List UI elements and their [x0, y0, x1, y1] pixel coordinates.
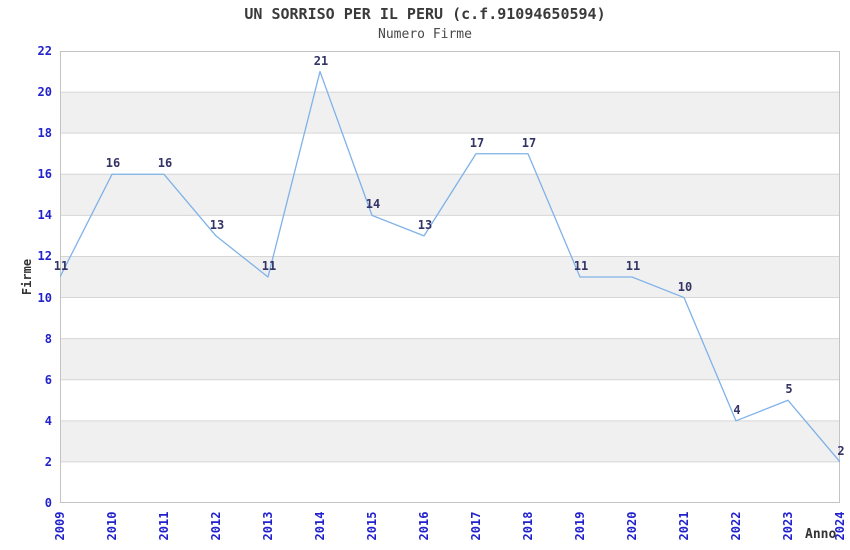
chart-line [60, 70, 840, 463]
data-point-label: 5 [785, 382, 793, 397]
grid-band [60, 92, 840, 134]
y-tick-label: 2 [44, 454, 52, 469]
x-tick-label: 2022 [729, 511, 743, 541]
y-axis-title: Firme [20, 258, 34, 296]
y-tick-label: 18 [37, 126, 52, 141]
y-tick-label: 0 [44, 496, 52, 510]
x-tick-label: 2014 [313, 511, 327, 541]
x-tick-label: 2023 [781, 511, 795, 541]
data-point-label: 13 [417, 217, 433, 232]
x-tick-label: 2021 [677, 511, 691, 541]
data-point-label: 11 [261, 259, 277, 273]
y-tick-label: 14 [37, 208, 52, 223]
x-tick-label: 2011 [157, 511, 171, 541]
y-tick-label: 12 [37, 249, 52, 264]
data-point-label: 16 [105, 156, 121, 171]
plot-area [60, 51, 840, 503]
y-tick-label: 8 [44, 331, 52, 346]
chart-title: UN SORRISO PER IL PERU (c.f.91094650594) [244, 5, 606, 23]
data-point-label: 11 [573, 259, 589, 273]
x-tick-label: 2017 [469, 511, 483, 541]
y-tick-label: 22 [37, 44, 52, 58]
y-tick-label: 10 [37, 290, 52, 305]
data-point-label: 11 [53, 259, 69, 273]
chart-subtitle: Numero Firme [378, 27, 472, 42]
data-point-label: 10 [677, 279, 693, 294]
data-point-label: 11 [625, 259, 641, 273]
data-point-label: 13 [209, 217, 225, 232]
data-point-label: 17 [469, 135, 485, 150]
x-tick-label: 2012 [209, 511, 223, 541]
y-tick-label: 4 [44, 413, 52, 428]
data-point-label: 2 [837, 443, 845, 458]
x-tick-label: 2018 [521, 511, 535, 541]
y-tick-label: 20 [37, 85, 52, 100]
x-tick-label: 2009 [53, 511, 67, 541]
x-tick-label: 2016 [417, 511, 431, 541]
grid-band [60, 420, 840, 462]
x-tick-label: 2013 [261, 511, 275, 541]
x-axis-title: Anno [805, 527, 837, 542]
data-point-label: 17 [521, 135, 537, 150]
grid-band [60, 338, 840, 380]
y-tick-label: 16 [37, 167, 52, 182]
x-tick-label: 2015 [365, 511, 379, 541]
data-point-label: 21 [313, 53, 329, 68]
y-tick-label: 6 [44, 372, 52, 387]
data-point-label: 4 [733, 402, 741, 417]
grid-band [60, 256, 840, 298]
data-point-label: 14 [365, 197, 381, 212]
x-tick-label: 2020 [625, 511, 639, 541]
data-point-label: 16 [157, 156, 173, 171]
x-tick-label: 2019 [573, 511, 587, 541]
x-tick-label: 2010 [105, 511, 119, 541]
